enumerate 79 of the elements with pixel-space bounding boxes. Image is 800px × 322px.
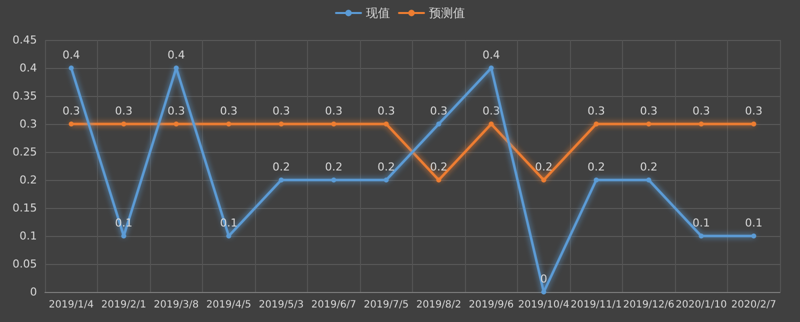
point (488, 122, 494, 126)
x-tick-label: 2019/8/2 (416, 300, 462, 310)
data-label: 0.3 (325, 104, 342, 118)
point (698, 234, 704, 238)
data-label: 0.2 (272, 160, 290, 174)
data-label: 0.3 (588, 104, 605, 118)
point (594, 178, 599, 182)
data-label: 0.1 (745, 216, 762, 230)
y-tick-label: 0.05 (12, 258, 37, 270)
x-tick-label: 2019/7/5 (364, 300, 409, 310)
x-tick-label: 2020/1/10 (676, 300, 727, 310)
y-tick-label: 0 (30, 286, 37, 298)
x-tick-label: 2019/5/3 (258, 300, 304, 310)
point (226, 234, 232, 238)
data-label: 0.3 (168, 104, 185, 118)
point (226, 122, 232, 126)
point (594, 122, 599, 126)
x-tick-label: 2019/3/8 (154, 300, 199, 310)
y-tick-label: 0.3 (20, 118, 37, 130)
point (488, 66, 494, 70)
point (541, 290, 546, 294)
point (121, 234, 126, 238)
point (68, 66, 74, 70)
x-tick-label: 2019/10/4 (518, 300, 570, 310)
y-tick-label: 0.4 (20, 62, 37, 74)
point (384, 178, 389, 182)
data-label: 0.3 (115, 104, 132, 118)
x-tick-label: 2019/4/5 (206, 300, 252, 310)
data-label: 0.3 (692, 104, 710, 118)
x-tick-label: 2020/2/7 (731, 300, 776, 310)
point (331, 122, 336, 126)
x-tick-label: 2019/12/6 (623, 300, 674, 310)
legend-label: 现值 (366, 6, 390, 20)
data-label: 0.2 (640, 160, 658, 174)
point (751, 234, 756, 238)
y-tick-label: 0.25 (12, 146, 37, 158)
point (751, 122, 756, 126)
x-tick-label: 2019/1/4 (48, 300, 94, 310)
point (436, 178, 442, 182)
x-tick-label: 2019/2/1 (101, 300, 146, 310)
point (174, 122, 179, 126)
y-tick-label: 0.2 (20, 174, 37, 186)
y-tick-label: 0.45 (12, 34, 37, 46)
data-label: 0.2 (535, 160, 552, 174)
data-label: 0.3 (430, 104, 448, 118)
y-tick-label: 0.1 (20, 230, 37, 242)
point (436, 122, 442, 126)
data-label: 0.4 (168, 48, 185, 62)
point (174, 66, 179, 70)
legend-label: 预测值 (429, 6, 465, 20)
point (68, 122, 74, 126)
data-label: 0.2 (588, 160, 605, 174)
point (278, 122, 284, 126)
data-label: 0.3 (378, 104, 395, 118)
point (541, 178, 546, 182)
x-tick-label: 2019/11/1 (570, 300, 622, 310)
point (384, 122, 389, 126)
data-label: 0.3 (640, 104, 658, 118)
point (331, 178, 336, 182)
x-tick-label: 2019/6/7 (311, 300, 356, 310)
data-label: 0.3 (482, 104, 500, 118)
data-label: 0.3 (745, 104, 762, 118)
data-label: 0.3 (220, 104, 238, 118)
data-label: 0.2 (430, 160, 448, 174)
x-tick-label: 2019/9/6 (468, 300, 514, 310)
data-label: 0.4 (482, 48, 500, 62)
y-tick-label: 0.35 (12, 90, 37, 102)
data-label: 0.2 (325, 160, 342, 174)
point (646, 178, 652, 182)
point (698, 122, 704, 126)
data-label: 0.1 (692, 216, 710, 230)
data-label: 0.4 (62, 48, 80, 62)
point (121, 122, 126, 126)
point (646, 122, 652, 126)
data-label: 0.3 (62, 104, 80, 118)
y-tick-label: 0.15 (12, 202, 37, 214)
point (278, 178, 284, 182)
data-label: 0.3 (272, 104, 290, 118)
data-label: 0.2 (378, 160, 395, 174)
